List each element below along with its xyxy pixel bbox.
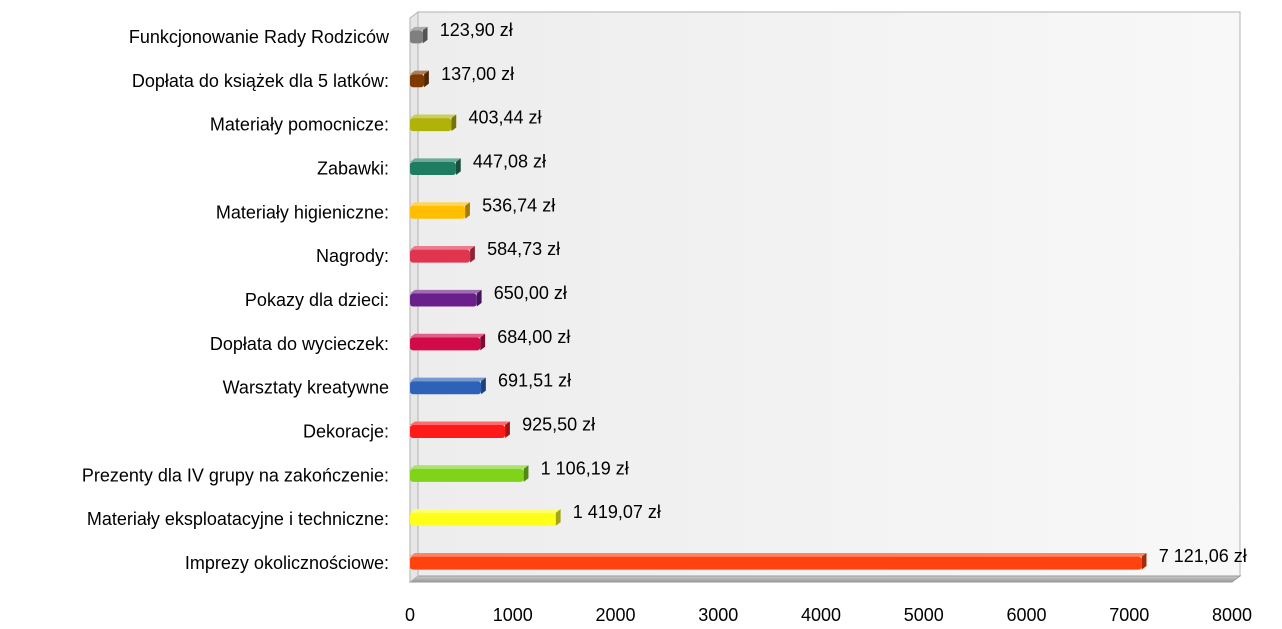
bar-front-face	[410, 425, 506, 439]
category-label: Materiały higieniczne:	[216, 202, 389, 222]
bar	[410, 465, 529, 482]
x-tick-label: 3000	[698, 605, 738, 625]
bar	[410, 70, 429, 88]
value-label: 447,08 zł	[473, 151, 546, 171]
category-labels: Funkcjonowanie Rady Rodziców Dopłata do k…	[82, 27, 390, 573]
bar-end-face	[555, 509, 561, 526]
category-label: Materiały pomocnicze:	[210, 115, 389, 135]
category-label: Prezenty dla IV grupy na zakończenie:	[82, 465, 389, 485]
bar-top-face	[410, 552, 1147, 557]
bar-front-face	[410, 161, 456, 175]
value-label: 536,74 zł	[482, 195, 555, 215]
bar-front-face	[410, 205, 466, 219]
bar-end-face	[424, 70, 429, 88]
bar-front-face	[410, 249, 471, 263]
bar-end-face	[455, 158, 461, 175]
value-label: 1 106,19 zł	[541, 458, 629, 478]
bar-end-face	[480, 333, 486, 351]
value-label: 684,00 zł	[497, 327, 570, 347]
bar	[410, 509, 561, 526]
bar-end-face	[422, 26, 428, 44]
bar-end-face	[451, 114, 457, 132]
category-label: Funkcjonowanie Rady Rodziców	[129, 27, 390, 47]
value-label: 650,00 zł	[494, 283, 567, 303]
value-label: 137,00 zł	[441, 64, 514, 84]
bar-front-face	[410, 337, 481, 351]
bar-top-face	[410, 377, 486, 382]
bar	[410, 333, 486, 351]
category-label: Nagrody:	[316, 246, 389, 266]
category-label: Materiały eksploatacyjne i techniczne:	[87, 509, 389, 529]
bar	[410, 289, 482, 307]
category-label: Zabawki:	[317, 158, 389, 178]
bar-end-face	[505, 421, 510, 439]
bar-top-face	[410, 333, 486, 338]
value-label: 925,50 zł	[522, 415, 595, 435]
category-label: Dekoracje:	[303, 422, 389, 442]
bar-front-face	[410, 512, 556, 526]
bar-top-face	[410, 421, 510, 426]
category-label: Dopłata do wycieczek:	[210, 334, 389, 354]
bar	[410, 202, 470, 219]
value-labels: 123,90 zł 137,00 zł 403,44 zł 447,08 zł 536,…	[440, 20, 1247, 566]
x-tick-label: 5000	[904, 605, 944, 625]
bar-end-face	[481, 377, 486, 395]
bar	[410, 114, 457, 132]
x-tick-label: 6000	[1006, 605, 1046, 625]
value-label: 123,90 zł	[440, 20, 513, 40]
bar-front-face	[410, 118, 452, 132]
bar-front-face	[410, 293, 477, 307]
bar-top-face	[410, 509, 561, 513]
bar-front-face	[410, 381, 482, 395]
category-label: Pokazy dla dzieci:	[245, 290, 389, 310]
bar-front-face	[410, 30, 423, 44]
value-label: 1 419,07 zł	[573, 502, 661, 522]
category-label: Warsztaty kreatywne	[223, 378, 389, 398]
bar-front-face	[410, 74, 425, 88]
bar	[410, 377, 486, 395]
bar-top-face	[410, 26, 428, 31]
bar-end-face	[465, 202, 470, 219]
x-tick-label: 7000	[1109, 605, 1149, 625]
category-label: Dopłata do książek dla 5 latków:	[132, 71, 389, 91]
bar-front-face	[410, 556, 1142, 570]
x-tick-label: 2000	[595, 605, 635, 625]
value-label: 584,73 zł	[487, 239, 560, 259]
bar	[410, 246, 475, 263]
bar-end-face	[523, 465, 529, 482]
x-tick-label: 8000	[1212, 605, 1252, 625]
x-tick-label: 0	[405, 605, 415, 625]
bar	[410, 158, 461, 175]
bar-front-face	[410, 468, 524, 482]
bar-top-face	[410, 465, 529, 469]
bar-top-face	[410, 246, 475, 250]
bars-group	[410, 26, 1147, 570]
bar-top-face	[410, 158, 461, 162]
bar-top-face	[410, 70, 429, 75]
bar-end-face	[470, 246, 475, 263]
bar-end-face	[476, 289, 482, 307]
x-tick-label: 4000	[801, 605, 841, 625]
bar	[410, 552, 1147, 570]
bar-top-face	[410, 114, 457, 119]
category-label: Imprezy okolicznościowe:	[185, 553, 389, 573]
bar	[410, 26, 428, 44]
x-axis-tick-labels: 0 1000 2000 3000 4000 5000 6000 7000 8000	[405, 605, 1252, 625]
floor	[408, 575, 1242, 583]
x-tick-label: 1000	[493, 605, 533, 625]
value-label: 7 121,06 zł	[1159, 546, 1247, 566]
bar-top-face	[410, 202, 470, 206]
value-label: 691,51 zł	[498, 371, 571, 391]
value-label: 403,44 zł	[468, 108, 541, 128]
bar	[410, 421, 510, 439]
bar-top-face	[410, 289, 482, 294]
bar-end-face	[1141, 552, 1147, 570]
